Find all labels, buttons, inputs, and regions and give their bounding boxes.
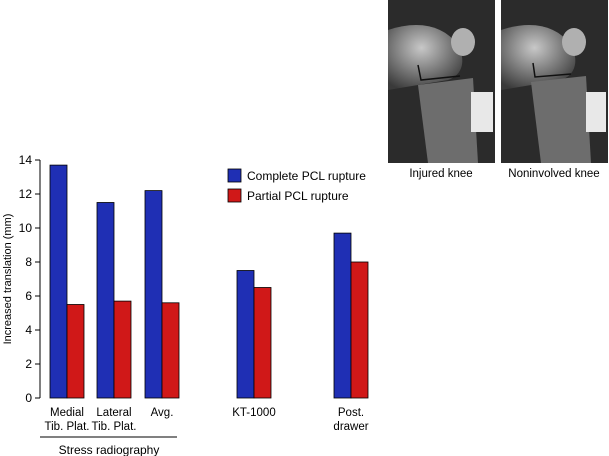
injured-knee-image bbox=[388, 0, 495, 163]
bar-complete-0 bbox=[49, 164, 68, 399]
bar-complete-2 bbox=[144, 190, 163, 399]
x-label-4-0: Post. bbox=[338, 407, 364, 419]
y-tick-label-14: 14 bbox=[19, 153, 33, 167]
y-tick-label-0: 0 bbox=[25, 391, 32, 405]
injured-knee-caption: Injured knee bbox=[409, 168, 473, 180]
legend-label-1: Partial PCL rupture bbox=[247, 189, 349, 203]
bar-complete-1 bbox=[96, 202, 115, 399]
y-tick-label-4: 4 bbox=[25, 323, 32, 337]
bar-partial-1 bbox=[113, 300, 132, 399]
group-label: Stress radiography bbox=[59, 443, 160, 456]
noninvolved-knee-caption: Noninvolved knee bbox=[508, 168, 600, 180]
y-axis: 0 2 4 6 8 10 12 14 Increased translation (mm) bbox=[2, 153, 41, 405]
y-axis-label: Increased translation (mm) bbox=[2, 214, 14, 345]
y-tick-label-12: 12 bbox=[19, 187, 33, 201]
noninvolved-knee-image bbox=[501, 0, 608, 163]
x-label-3-0: KT-1000 bbox=[232, 407, 275, 419]
y-tick-label-2: 2 bbox=[25, 357, 32, 371]
x-label-2-0: Avg. bbox=[151, 407, 174, 419]
x-label-1-1: Tib. Plat. bbox=[92, 421, 137, 433]
y-tick-label-8: 8 bbox=[25, 255, 32, 269]
legend-swatch-1 bbox=[227, 188, 242, 203]
bar-partial-3 bbox=[253, 287, 272, 399]
bar-partial-4 bbox=[350, 261, 369, 399]
bar-complete-3 bbox=[236, 270, 255, 399]
x-label-0-1: Tib. Plat. bbox=[45, 421, 90, 433]
y-tick-label-10: 10 bbox=[19, 221, 33, 235]
legend: Complete PCL rupture Partial PCL rupture bbox=[227, 168, 366, 203]
bar-partial-0 bbox=[66, 304, 85, 399]
legend-label-0: Complete PCL rupture bbox=[247, 169, 366, 183]
bar-partial-2 bbox=[161, 302, 180, 399]
bars-layer bbox=[49, 164, 369, 399]
x-label-0-0: Medial bbox=[50, 407, 84, 419]
x-label-4-1: drawer bbox=[333, 421, 368, 433]
y-tick-label-6: 6 bbox=[25, 289, 32, 303]
legend-swatch-0 bbox=[227, 168, 242, 183]
x-axis-labels: Medial Tib. Plat. Lateral Tib. Plat. Avg. KT-… bbox=[40, 407, 369, 456]
x-label-1-0: Lateral bbox=[96, 407, 131, 419]
bar-complete-4 bbox=[333, 232, 352, 399]
